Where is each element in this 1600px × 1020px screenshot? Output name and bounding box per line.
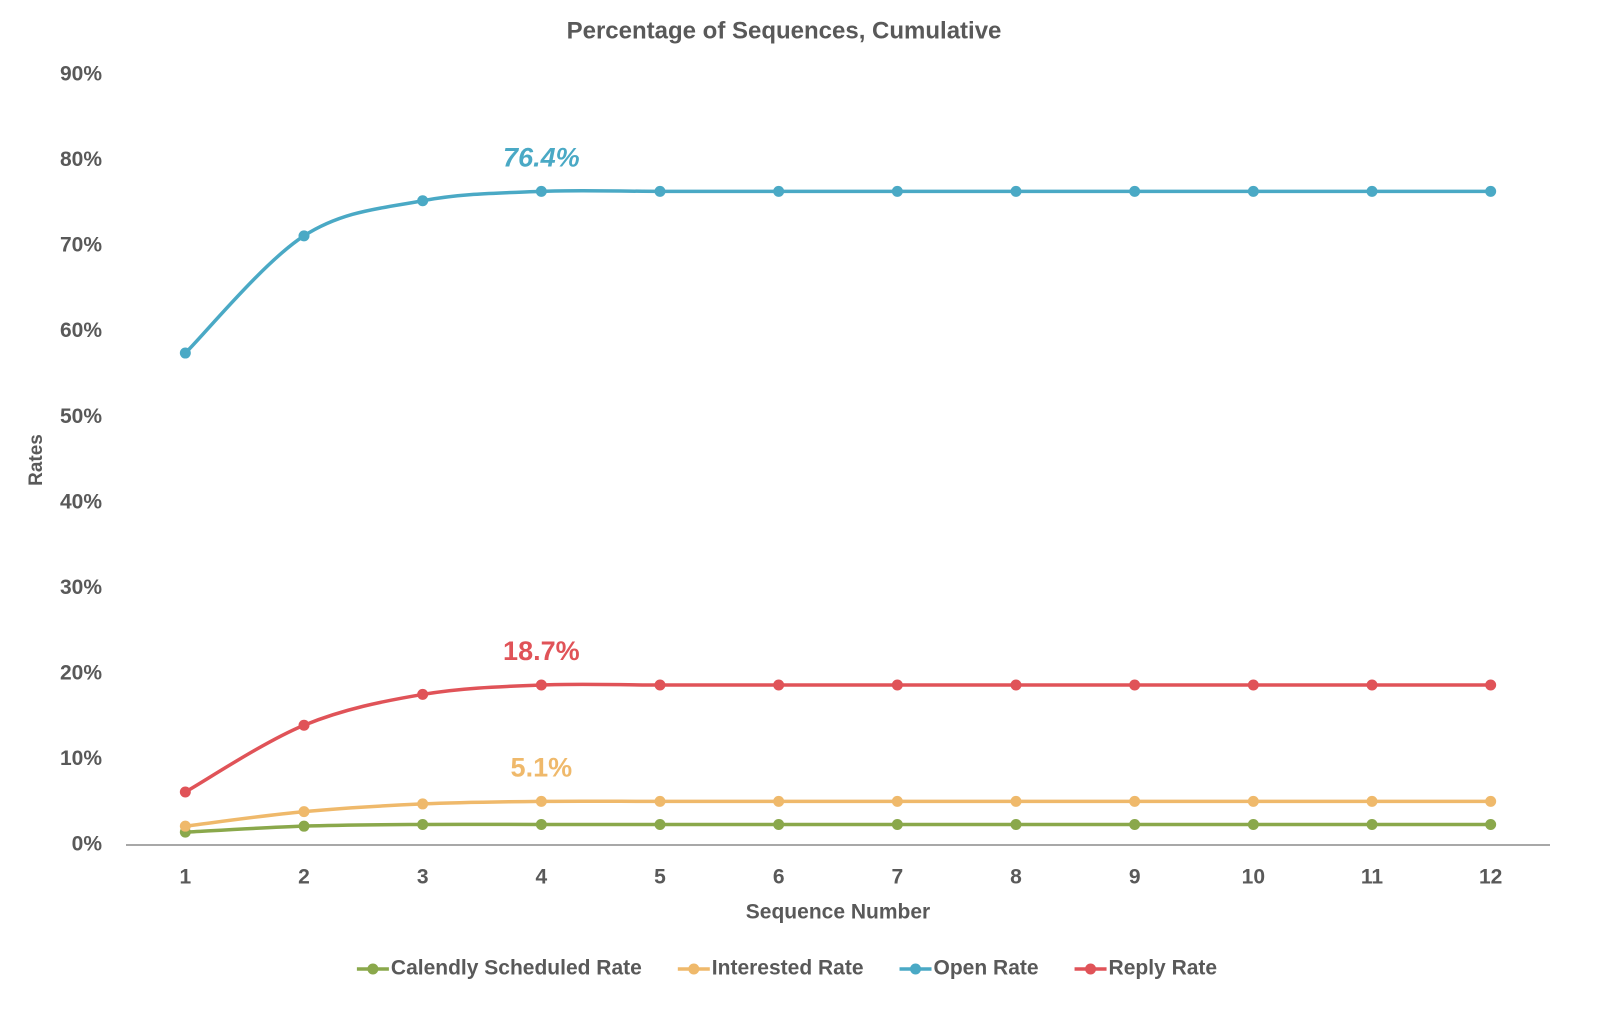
- data-point: [179, 347, 191, 359]
- series-line: [185, 822, 1491, 834]
- data-point: [298, 230, 310, 242]
- legend-swatch-dot: [688, 963, 700, 975]
- y-tick-label: 60%: [60, 319, 102, 342]
- data-point: [1010, 818, 1022, 830]
- data-point: [1366, 818, 1378, 830]
- x-tick-label: 8: [1010, 866, 1022, 889]
- x-tick-label: 10: [1242, 866, 1265, 889]
- x-tick-label: 5: [654, 866, 666, 889]
- data-point: [654, 795, 666, 807]
- data-point: [654, 185, 666, 197]
- data-point: [773, 818, 785, 830]
- data-point: [1010, 679, 1022, 691]
- data-point: [773, 795, 785, 807]
- data-point: [1485, 818, 1497, 830]
- legend-label: Calendly Scheduled Rate: [391, 957, 642, 980]
- legend-item: Open Rate: [899, 957, 1039, 980]
- y-tick-label: 80%: [60, 148, 102, 171]
- legend-item: Reply Rate: [1074, 957, 1218, 980]
- legend: Calendly Scheduled Rate Interested Rate Op…: [356, 957, 1218, 980]
- legend-swatch-dot: [910, 963, 922, 975]
- legend-swatch-dot: [367, 963, 379, 975]
- data-point: [1247, 818, 1259, 830]
- data-point: [535, 795, 547, 807]
- x-tick-label: 12: [1479, 866, 1502, 889]
- chart-title: Percentage of Sequences, Cumulative: [567, 17, 1002, 44]
- data-point: [417, 195, 429, 207]
- x-tick-label: 1: [179, 866, 191, 889]
- data-point: [1247, 185, 1259, 197]
- series-line: [185, 799, 1491, 828]
- legend-label: Reply Rate: [1109, 957, 1218, 980]
- y-tick-label: 30%: [60, 576, 102, 599]
- data-point: [535, 185, 547, 197]
- data-point: [654, 679, 666, 691]
- x-tick-label: 2: [298, 866, 310, 889]
- data-point: [417, 688, 429, 700]
- series-line: [184, 188, 1491, 355]
- data-point: [179, 786, 191, 798]
- data-point: [417, 818, 429, 830]
- data-label: 18.7%: [503, 636, 580, 666]
- data-point: [1129, 679, 1141, 691]
- data-point: [1485, 795, 1497, 807]
- data-label: 5.1%: [511, 752, 573, 782]
- y-tick-label: 0%: [72, 833, 103, 856]
- data-point: [891, 795, 903, 807]
- data-point: [298, 820, 310, 832]
- y-tick-label: 10%: [60, 747, 102, 770]
- data-point: [1129, 185, 1141, 197]
- data-point: [298, 719, 310, 731]
- x-tick-label: 11: [1361, 866, 1384, 889]
- data-point: [179, 820, 191, 832]
- series-line: [184, 682, 1491, 794]
- data-point: [891, 679, 903, 691]
- data-point: [654, 818, 666, 830]
- x-tick-label: 9: [1129, 866, 1141, 889]
- data-point: [1366, 679, 1378, 691]
- data-point: [535, 818, 547, 830]
- data-point: [1129, 818, 1141, 830]
- data-point: [1366, 185, 1378, 197]
- data-point: [891, 185, 903, 197]
- data-point: [417, 798, 429, 810]
- data-point: [535, 679, 547, 691]
- y-tick-label: 50%: [60, 405, 102, 428]
- y-tick-label: 70%: [60, 234, 102, 257]
- data-point: [891, 818, 903, 830]
- x-axis-title: Sequence Number: [746, 901, 930, 924]
- x-tick-label: 6: [773, 866, 785, 889]
- legend-swatch-dot: [1085, 963, 1097, 975]
- data-label: 76.4%: [503, 142, 580, 172]
- legend-label: Interested Rate: [712, 957, 864, 980]
- data-point: [1485, 185, 1497, 197]
- x-tick-label: 4: [535, 866, 547, 889]
- legend-item: Interested Rate: [677, 957, 864, 980]
- legend-label: Open Rate: [934, 957, 1039, 980]
- x-tick-label: 7: [891, 866, 903, 889]
- legend-item: Calendly Scheduled Rate: [356, 957, 642, 980]
- y-tick-label: 20%: [60, 661, 102, 684]
- data-point: [1366, 795, 1378, 807]
- data-point: [1485, 679, 1497, 691]
- data-point: [773, 185, 785, 197]
- data-point: [1010, 795, 1022, 807]
- data-point: [1247, 679, 1259, 691]
- data-point: [1247, 795, 1259, 807]
- y-axis-title: Rates: [26, 434, 47, 486]
- data-point: [773, 679, 785, 691]
- y-tick-label: 90%: [60, 63, 102, 86]
- x-tick-label: 3: [417, 866, 429, 889]
- y-tick-label: 40%: [60, 490, 102, 513]
- data-point: [298, 806, 310, 818]
- data-point: [1010, 185, 1022, 197]
- data-point: [1129, 795, 1141, 807]
